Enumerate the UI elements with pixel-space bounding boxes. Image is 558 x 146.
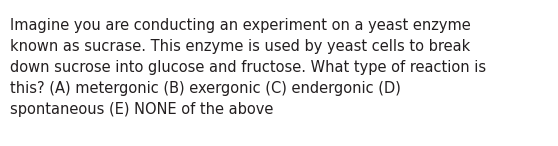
Text: Imagine you are conducting an experiment on a yeast enzyme
known as sucrase. Thi: Imagine you are conducting an experiment… [10,18,486,117]
